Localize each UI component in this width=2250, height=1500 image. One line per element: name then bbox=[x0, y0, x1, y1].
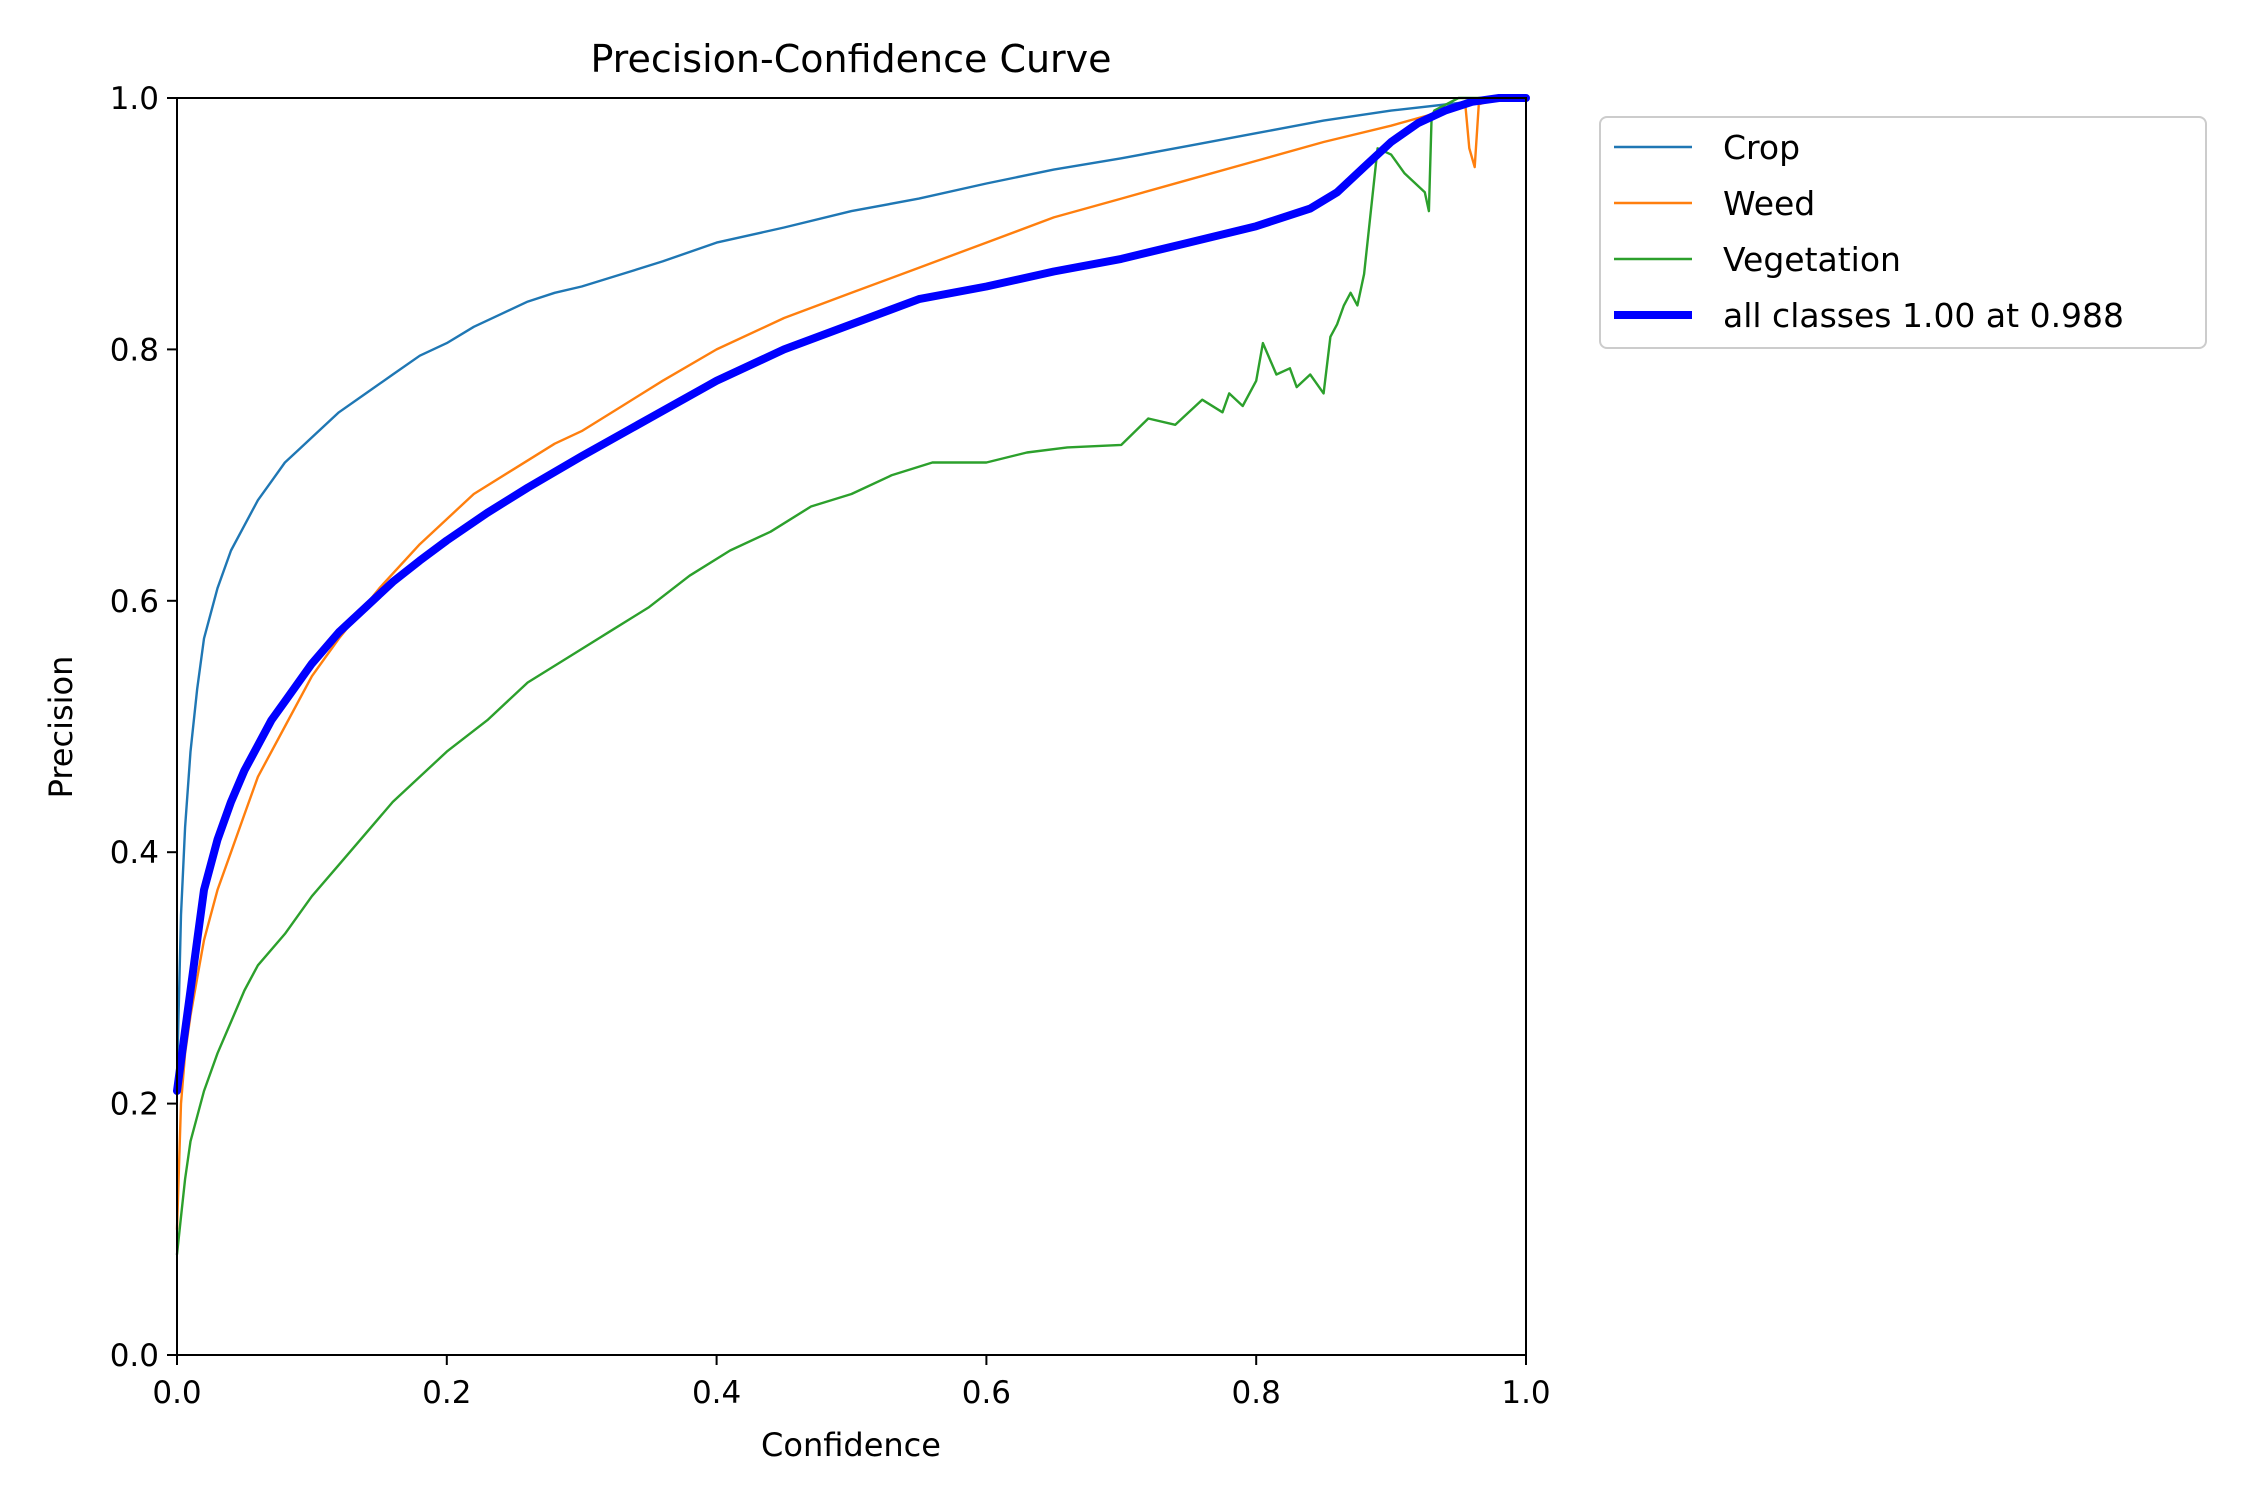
y-tick-label: 0.8 bbox=[110, 332, 159, 368]
legend-label-0: Crop bbox=[1723, 128, 1800, 167]
x-axis-ticks: 0.0 0.2 0.4 0.6 0.8 1.0 bbox=[152, 1355, 1551, 1411]
series-line-2 bbox=[175, 96, 1528, 1256]
x-tick-label: 0.0 bbox=[152, 1375, 201, 1411]
legend-label-3: all classes 1.00 at 0.988 bbox=[1723, 296, 2124, 335]
y-tick-label: 0.2 bbox=[110, 1087, 159, 1123]
x-tick-label: 0.6 bbox=[962, 1375, 1011, 1411]
legend: Crop Weed Vegetation all classes 1.00 at 0.… bbox=[1599, 116, 2207, 349]
y-tick-label: 0.0 bbox=[110, 1338, 159, 1374]
legend-label-1: Weed bbox=[1723, 184, 1815, 223]
y-tick-label: 1.0 bbox=[110, 81, 159, 117]
x-tick-label: 0.8 bbox=[1232, 1375, 1281, 1411]
y-tick-label: 0.6 bbox=[110, 584, 159, 620]
series-line-3 bbox=[173, 94, 1530, 1095]
y-tick-label: 0.4 bbox=[110, 835, 159, 871]
plot-frame bbox=[176, 97, 1527, 1356]
legend-label-2: Vegetation bbox=[1723, 240, 1901, 279]
legend-box bbox=[1599, 116, 2207, 349]
y-axis-label: Precision bbox=[42, 656, 80, 799]
series-line-1 bbox=[175, 96, 1528, 1231]
x-tick-label: 1.0 bbox=[1501, 1375, 1550, 1411]
x-axis-label: Confidence bbox=[761, 1426, 941, 1464]
y-axis-ticks: 0.0 0.2 0.4 0.6 0.8 1.0 bbox=[110, 81, 177, 1374]
x-tick-label: 0.2 bbox=[422, 1375, 471, 1411]
series-line-0 bbox=[175, 96, 1528, 1080]
legend-items: Crop Weed Vegetation all classes 1.00 at 0.… bbox=[1614, 128, 2124, 335]
chart-title: Precision-Confidence Curve bbox=[590, 37, 1111, 81]
series-layer bbox=[173, 94, 1530, 1256]
x-tick-label: 0.4 bbox=[692, 1375, 741, 1411]
